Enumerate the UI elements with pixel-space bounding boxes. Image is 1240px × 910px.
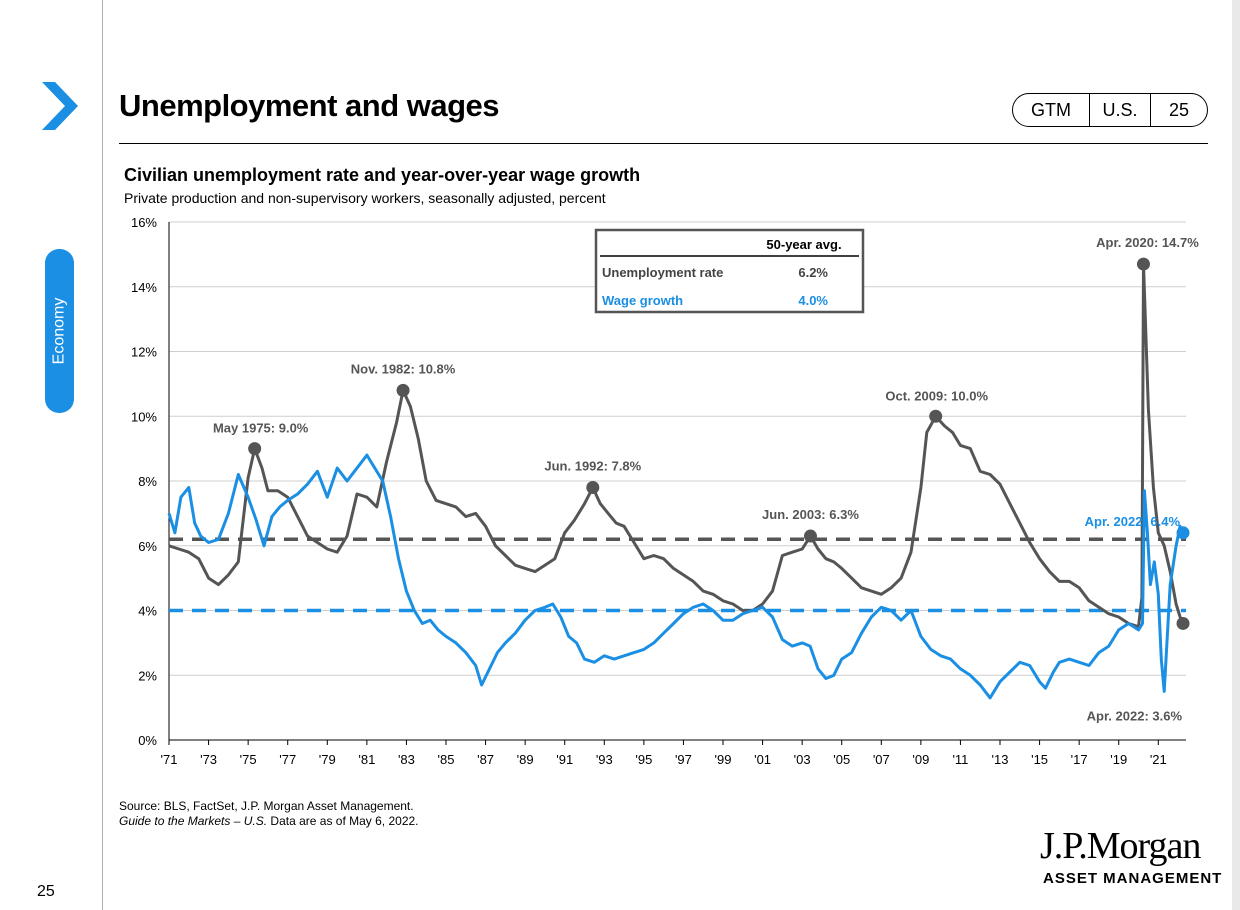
annotation-label: May 1975: 9.0% — [213, 421, 309, 436]
x-tick-label: '83 — [398, 752, 415, 767]
left-divider — [102, 0, 103, 910]
pill-gtm: GTM — [1013, 94, 1090, 126]
y-tick-label: 10% — [131, 409, 157, 424]
x-tick-label: '21 — [1150, 752, 1167, 767]
section-tab-economy[interactable]: Economy — [45, 249, 74, 413]
x-tick-label: '97 — [675, 752, 692, 767]
average-lines — [169, 537, 1186, 613]
axes: 0% 2% 4% 6% 8% 10% 12% 14% 16% '71 '73 '75 '77 '79 '81… — [131, 215, 1186, 767]
averages-table-box — [594, 228, 865, 314]
page-number: 25 — [37, 883, 55, 900]
x-tick-label: '17 — [1071, 752, 1088, 767]
source-date: Data are as of May 6, 2022. — [267, 814, 419, 828]
annotation-marker — [248, 442, 262, 456]
x-tick-label: '73 — [200, 752, 217, 767]
annotation-label: Apr. 2020: 14.7% — [1096, 235, 1199, 250]
annotation-labels: May 1975: 9.0% Nov. 1982: 10.8% Jun. 1992:… — [213, 235, 1199, 723]
x-tick-label: '07 — [873, 752, 890, 767]
chart-title: Civilian unemployment rate and year-over… — [124, 165, 641, 185]
x-tick-label: '93 — [596, 752, 613, 767]
y-tick-label: 12% — [131, 345, 157, 360]
series-lines — [167, 262, 1185, 700]
source-note: Source: BLS, FactSet, J.P. Morgan Asset … — [119, 799, 419, 829]
x-tick-label: '01 — [754, 752, 771, 767]
x-tick-label: '03 — [794, 752, 811, 767]
annotation-label: Oct. 2009: 10.0% — [885, 388, 988, 403]
right-edge-shadow — [1232, 0, 1240, 910]
y-tick-label: 14% — [131, 280, 157, 295]
x-tick-label: '99 — [715, 752, 732, 767]
annotation-marker — [929, 409, 943, 423]
annotation-marker — [1136, 257, 1150, 271]
averages-table: 50-year avg. Unemployment rate 6.2% Wage… — [594, 228, 865, 314]
avg-row-value-wage: 4.0% — [798, 293, 828, 308]
annotation-label: Apr. 2022: 3.6% — [1087, 708, 1183, 723]
x-tick-label: '11 — [952, 752, 968, 767]
source-guide-title: Guide to the Markets – U.S. — [119, 814, 268, 828]
x-tick-label: '09 — [912, 752, 929, 767]
annotation-marker — [396, 383, 410, 397]
chevron-right-icon — [42, 82, 78, 130]
x-tick-label: '85 — [438, 752, 455, 767]
annotation-marker — [803, 529, 817, 543]
annotation-label: Nov. 1982: 10.8% — [351, 361, 456, 376]
y-tick-label: 2% — [138, 668, 157, 683]
x-tick-label: '89 — [517, 752, 534, 767]
x-tick-label: '87 — [477, 752, 494, 767]
series-line-unemployment — [168, 262, 1185, 629]
pill-page: 25 — [1168, 99, 1190, 120]
y-tick-label: 4% — [138, 604, 157, 619]
annotation-marker — [586, 480, 600, 494]
source-line-1: Source: BLS, FactSet, J.P. Morgan Asset … — [119, 799, 414, 813]
x-tick-label: '71 — [161, 752, 178, 767]
annotation-label: Jun. 1992: 7.8% — [544, 458, 641, 473]
y-tick-label: 0% — [138, 733, 157, 748]
asset-management-logo-text: ASSET MANAGEMENT — [1043, 870, 1223, 887]
annotation-markers — [248, 257, 1190, 630]
annotation-marker — [1176, 616, 1190, 630]
x-tick-label: '15 — [1031, 752, 1048, 767]
title-divider — [119, 143, 1208, 144]
x-tick-label: '79 — [319, 752, 336, 767]
x-tick-label: '75 — [240, 752, 257, 767]
chart-subtitle: Private production and non-supervisory w… — [124, 190, 606, 206]
x-tick-label: '05 — [833, 752, 850, 767]
annotation-marker — [1176, 526, 1190, 540]
jpmorgan-logo: J.P.Morgan — [1040, 825, 1201, 867]
slide-id-pill: GTM U.S. 25 — [1012, 93, 1208, 127]
x-tick-label: '13 — [992, 752, 1009, 767]
y-tick-label: 16% — [131, 215, 157, 230]
annotation-label: Jun. 2003: 6.3% — [762, 507, 859, 522]
averages-table-header: 50-year avg. — [766, 237, 841, 252]
avg-row-label-unemployment: Unemployment rate — [602, 265, 723, 280]
page-title: Unemployment and wages — [119, 88, 500, 123]
annotation-label: Apr. 2022: 6.4% — [1085, 514, 1181, 529]
x-tick-label: '77 — [279, 752, 296, 767]
x-tick-label: '95 — [635, 752, 652, 767]
pill-region: U.S. — [1090, 94, 1151, 126]
x-tick-label: '19 — [1110, 752, 1127, 767]
series-line-wage — [167, 453, 1185, 700]
line-chart: 0% 2% 4% 6% 8% 10% 12% 14% 16% '71 '73 '75 '77 '79 '81… — [131, 215, 1199, 767]
avg-row-value-unemployment: 6.2% — [798, 265, 828, 280]
x-tick-label: '81 — [358, 752, 375, 767]
y-tick-label: 8% — [138, 474, 157, 489]
x-tick-label: '91 — [556, 752, 573, 767]
avg-row-label-wage: Wage growth — [602, 293, 683, 308]
y-tick-label: 6% — [138, 539, 157, 554]
